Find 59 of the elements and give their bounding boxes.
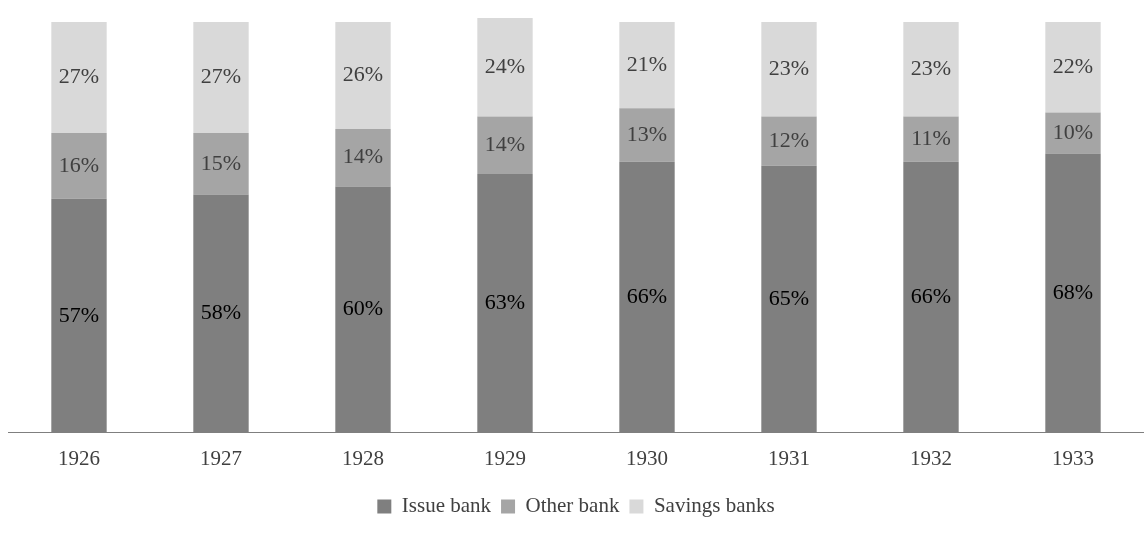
x-tick-label: 1933 [1052,445,1094,470]
data-label: 68% [1052,278,1094,304]
bar [1045,22,1101,113]
bar [51,198,107,433]
bar [903,161,959,433]
x-tick-label: 1927 [200,445,242,470]
legend-label: Other bank [525,493,620,518]
bar [335,186,391,433]
bar [193,194,249,433]
bar [193,22,249,133]
data-label: 60% [342,295,384,321]
x-tick-label: 1928 [342,445,384,470]
bar [335,128,391,187]
data-label: 14% [342,143,384,169]
bar [619,108,675,162]
data-label: 23% [910,55,952,81]
data-label: 27% [58,63,100,89]
data-label: 63% [484,289,526,315]
data-label: 10% [1052,118,1094,144]
bar [903,116,959,162]
data-label: 58% [200,299,242,325]
data-label: 66% [910,283,952,309]
x-tick-label: 1932 [910,445,952,470]
legend-label: Issue bank [401,493,492,518]
data-label: 23% [768,55,810,81]
bar [51,22,107,133]
data-label: 24% [484,53,526,79]
data-label: 11% [911,124,951,150]
legend-label: Savings banks [653,493,775,518]
x-tick-label: 1930 [626,445,668,470]
x-tick-label: 1926 [58,445,100,470]
bar [335,22,391,129]
bar [761,165,817,433]
bar [477,116,533,175]
bar [619,161,675,433]
data-label: 66% [626,283,668,309]
bar [1045,112,1101,154]
data-label: 22% [1052,53,1094,79]
data-label: 13% [626,120,668,146]
bar [619,22,675,109]
x-tick-label: 1929 [484,445,526,470]
bar [477,18,533,117]
x-tick-label: 1931 [768,445,810,470]
data-label: 27% [200,63,242,89]
bar [51,132,107,199]
data-label: 16% [58,151,100,177]
bar [1045,153,1101,433]
data-label: 26% [342,61,384,87]
bar [193,132,249,195]
data-label: 65% [768,285,810,311]
data-label: 12% [768,126,810,152]
data-label: 14% [484,131,526,157]
bar [903,22,959,117]
data-label: 15% [200,149,242,175]
bar [761,116,817,166]
bar [477,174,533,433]
data-label: 21% [626,51,668,77]
bar [761,22,817,117]
data-label: 57% [58,301,100,327]
